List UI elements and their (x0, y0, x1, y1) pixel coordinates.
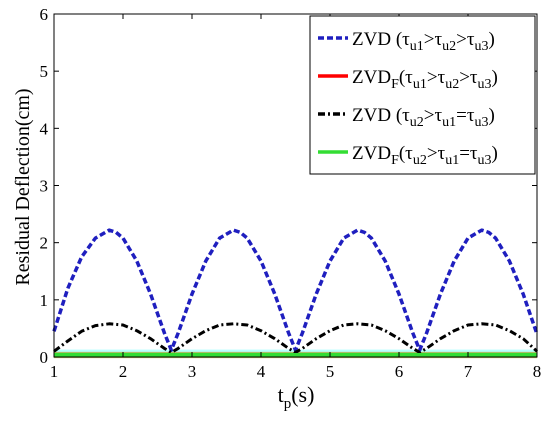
legend-sub-3: u3 (478, 77, 492, 92)
x-tick-label: 4 (257, 362, 266, 381)
legend-op-2: =τ (456, 105, 475, 126)
y-tick-label: 0 (40, 348, 49, 367)
legend: ZVD (τu1>τu2>τu3)ZVDF(τu1>τu2>τu3)ZVD (τ… (309, 15, 536, 175)
legend-entry-2: ZVDF(τu1>τu2>τu3) (352, 67, 498, 92)
x-tick-label: 6 (395, 362, 404, 381)
legend-op-2: >τ (456, 29, 475, 50)
legend-op-2: =τ (459, 143, 478, 164)
legend-main: ZVD (352, 29, 391, 50)
legend-sub-f: F (391, 77, 399, 92)
legend-sub-1: u1 (413, 77, 427, 92)
legend-sub-2: u1 (445, 153, 459, 168)
legend-entry-4: ZVDF(τu2>τu1=τu3) (352, 143, 498, 168)
legend-sub-3: u3 (475, 115, 489, 130)
x-axis-label: tp(s) (278, 382, 315, 412)
y-axis-label: Residual Deflection(cm) (12, 88, 34, 285)
x-axis-label-main: t (278, 382, 284, 407)
legend-sub-3: u3 (478, 153, 492, 168)
y-tick-label: 4 (40, 119, 49, 138)
series-line-1 (52, 228, 539, 352)
legend-pre: (τ (399, 67, 413, 88)
legend-sub-2: u1 (442, 115, 456, 130)
legend-sub-2: u2 (442, 39, 456, 54)
y-tick-label: 2 (40, 234, 49, 253)
legend-post: ) (489, 105, 495, 126)
x-tick-label: 3 (188, 362, 197, 381)
y-tick-label: 1 (40, 291, 49, 310)
legend-sub-2: u2 (445, 77, 459, 92)
legend-sub-3: u3 (475, 39, 489, 54)
legend-entry-3: ZVD (τu2>τu1=τu3) (352, 105, 495, 130)
legend-op-1: >τ (424, 105, 443, 126)
y-tick-label: 3 (40, 177, 49, 196)
x-axis-label-rest: (s) (291, 382, 314, 407)
x-axis-label-sub: p (284, 396, 292, 412)
legend-main: ZVD (352, 67, 391, 88)
legend-post: ) (492, 67, 498, 88)
legend-op-1: >τ (427, 67, 446, 88)
legend-op-2: >τ (459, 67, 478, 88)
legend-pre: (τ (399, 143, 413, 164)
y-tick-label: 6 (40, 5, 49, 24)
legend-sub-1: u2 (410, 115, 424, 130)
legend-pre: (τ (391, 105, 410, 126)
legend-op-1: >τ (427, 143, 446, 164)
legend-sub-1: u1 (410, 39, 424, 54)
legend-post: ) (492, 143, 498, 164)
legend-sub-f: F (391, 153, 399, 168)
y-tick-label: 5 (40, 62, 49, 81)
legend-post: ) (489, 29, 495, 50)
x-tick-label: 1 (50, 362, 59, 381)
legend-main: ZVD (352, 143, 391, 164)
legend-pre: (τ (391, 29, 410, 50)
x-tick-label: 2 (119, 362, 128, 381)
x-tick-label: 5 (326, 362, 335, 381)
legend-main: ZVD (352, 105, 391, 126)
legend-box (309, 15, 536, 175)
x-tick-label: 8 (533, 362, 542, 381)
legend-entry-1: ZVD (τu1>τu2>τu3) (352, 29, 495, 54)
legend-op-1: >τ (424, 29, 443, 50)
x-tick-label: 7 (464, 362, 473, 381)
series-line-3 (53, 322, 539, 354)
legend-sub-1: u2 (413, 153, 427, 168)
series-layer (52, 228, 539, 358)
